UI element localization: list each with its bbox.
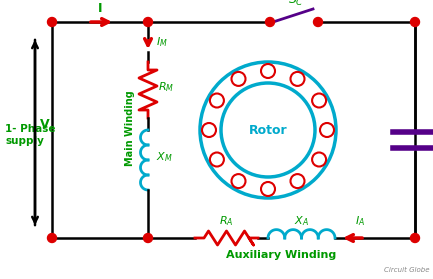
Text: Rotor: Rotor <box>249 124 288 136</box>
Text: Auxiliary Winding: Auxiliary Winding <box>226 250 336 260</box>
Text: V: V <box>40 118 50 131</box>
Text: 1- Phase
supply: 1- Phase supply <box>5 124 55 146</box>
Text: $I_M$: $I_M$ <box>156 35 168 49</box>
Text: Main Winding: Main Winding <box>125 90 135 166</box>
Circle shape <box>48 18 56 27</box>
Text: $R_A$: $R_A$ <box>219 214 234 228</box>
Text: $X_A$: $X_A$ <box>294 214 309 228</box>
Text: I: I <box>98 2 102 15</box>
Circle shape <box>143 234 152 242</box>
Circle shape <box>410 18 420 27</box>
Circle shape <box>143 18 152 27</box>
Text: $I_A$: $I_A$ <box>355 214 365 228</box>
Text: Circuit Globe: Circuit Globe <box>385 267 430 273</box>
Text: $R_M$: $R_M$ <box>158 80 174 94</box>
Text: $S_C$: $S_C$ <box>288 0 304 8</box>
Text: $X_M$: $X_M$ <box>156 150 173 164</box>
Circle shape <box>410 234 420 242</box>
Circle shape <box>48 234 56 242</box>
Circle shape <box>313 18 323 27</box>
Circle shape <box>265 18 275 27</box>
